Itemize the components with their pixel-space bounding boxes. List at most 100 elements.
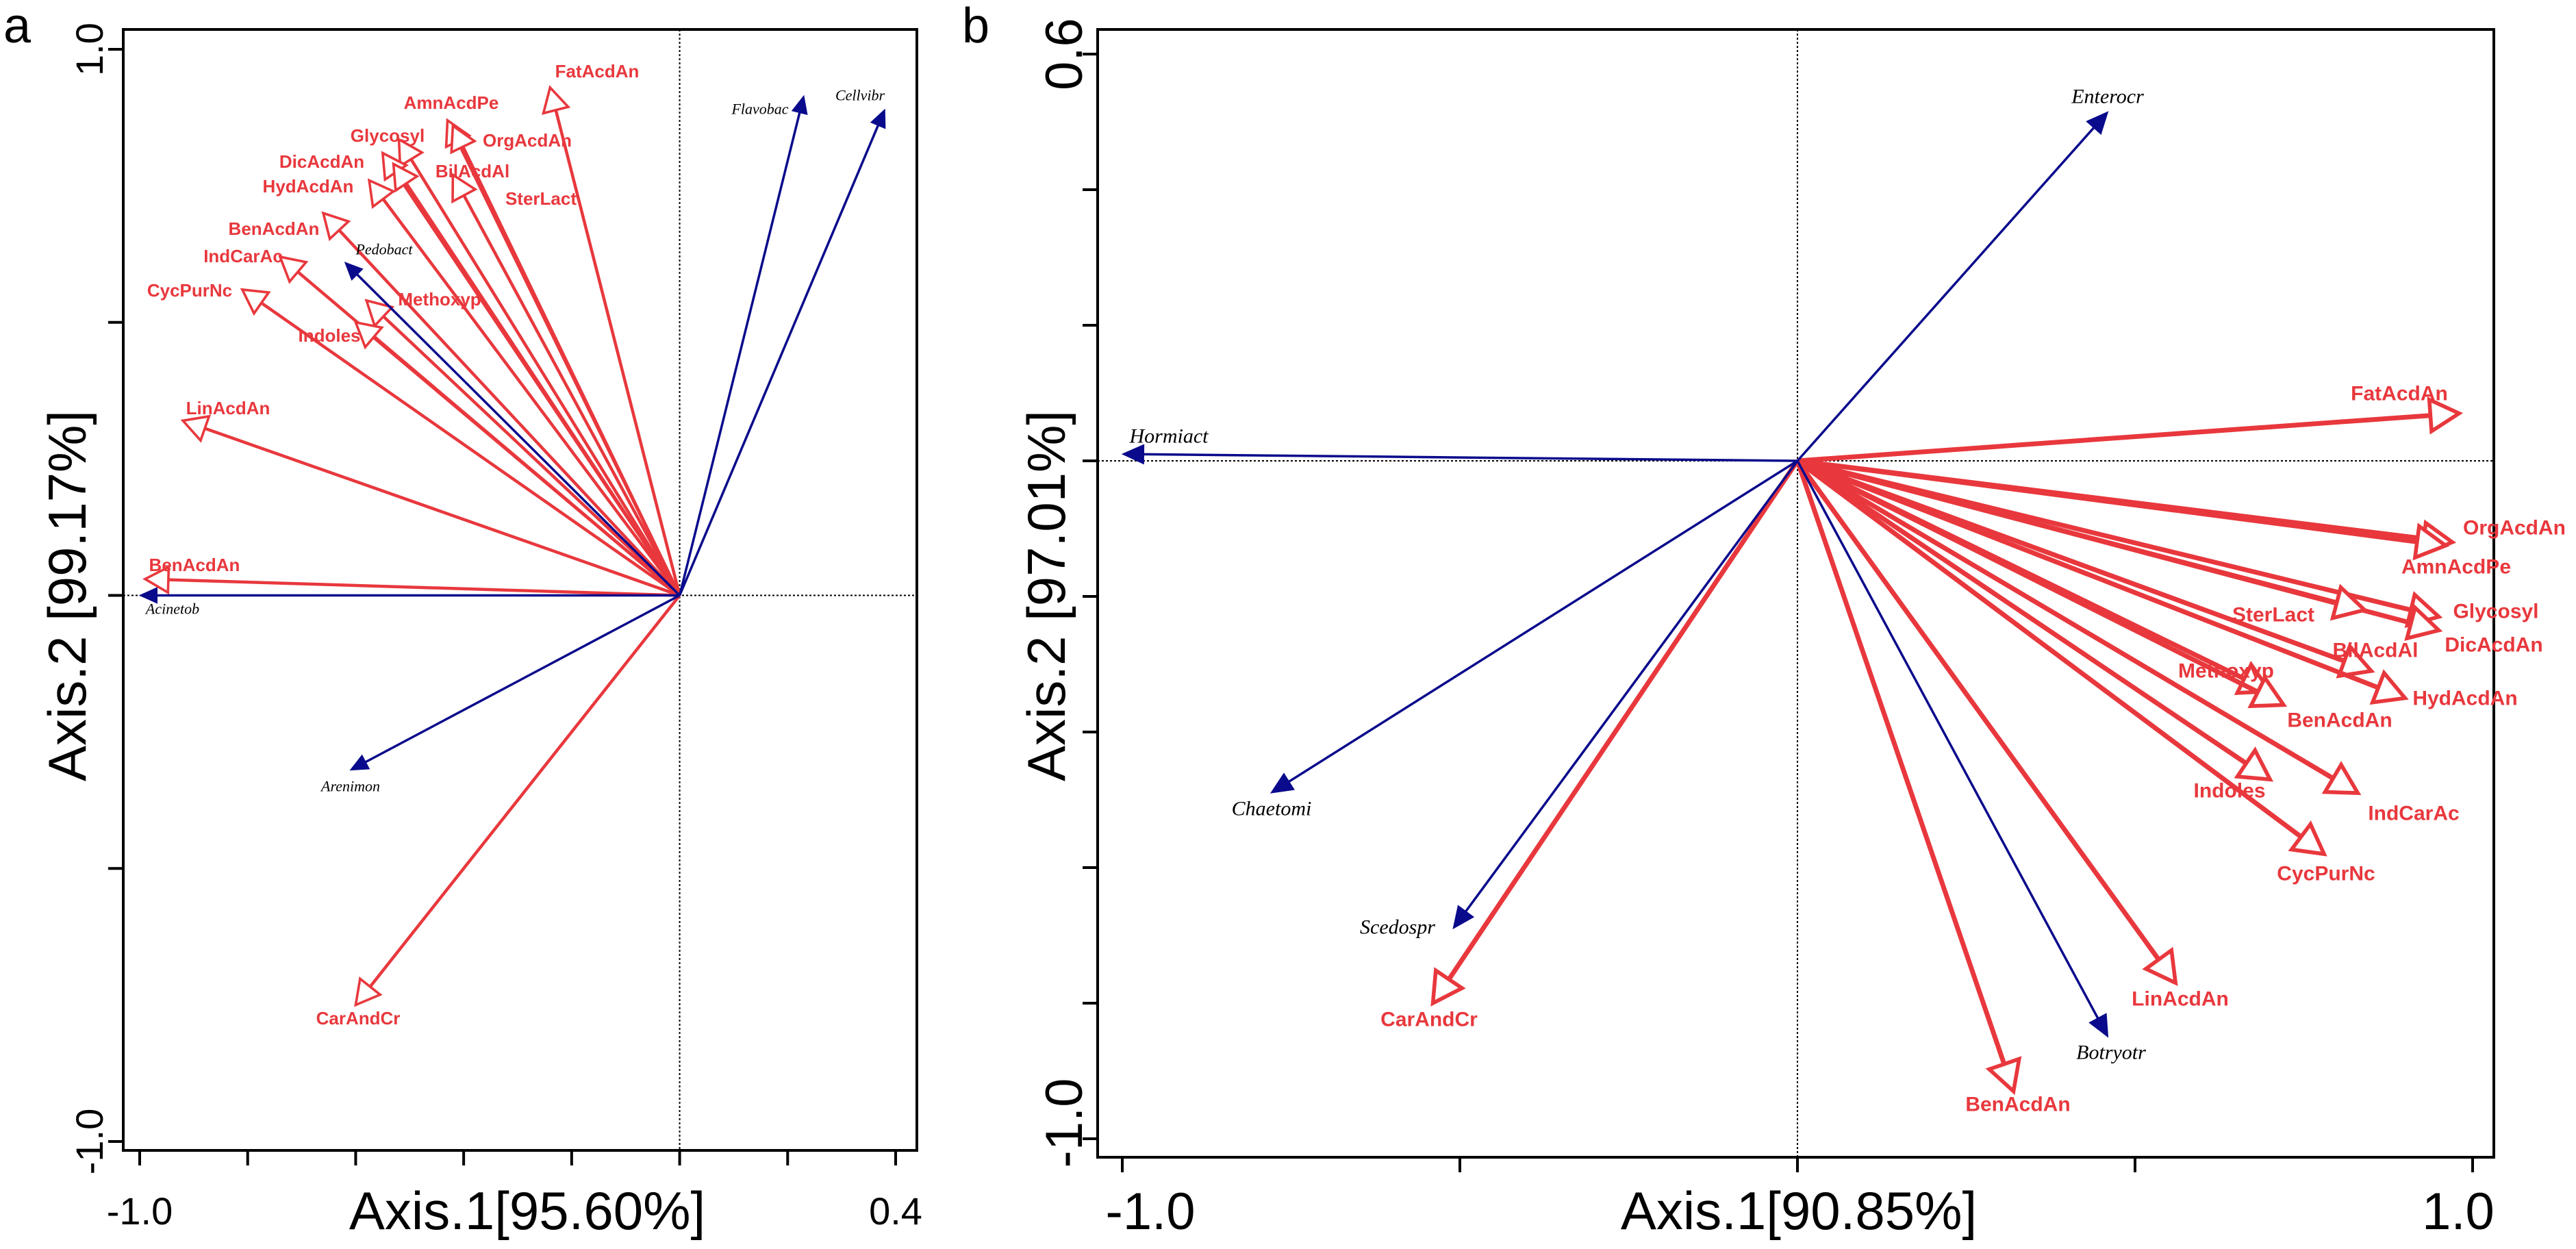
vector-label: FatAcdAn [555,61,640,81]
vector-label: HydAcdAn [263,176,354,197]
vector-label: Cellvibr [835,87,885,104]
taxon-vector-scedospr: Scedospr [1360,459,1799,939]
vector-label: Pedobact [355,241,413,258]
vector-label: Acinetob [144,601,199,618]
arrowhead [353,320,384,350]
env-vector-linacdan: LinAcdAn [180,398,681,597]
taxon-vector-chaetomi: Chaetomi [1232,459,1798,820]
arrowhead [2142,946,2178,987]
taxon-vector-flavobac: Flavobac [678,94,808,596]
vector-line [356,273,681,596]
taxon-vector-hormiact: Hormiact [1121,425,1798,465]
vector-line [365,594,681,764]
vector-line [678,112,801,596]
arrowhead [354,976,383,1007]
vector-label: Glycosyl [2453,601,2538,623]
taxon-vector-enterocr: Enterocr [1796,86,2144,462]
vector-label: CycPurNc [147,280,232,301]
arrowhead [392,162,420,193]
arrowhead [1430,967,1466,1007]
vector-line [1796,458,2259,694]
vector-line [1796,458,2335,781]
env-vector-sterlact: SterLact [451,173,681,596]
vector-label: BenAcdAn [1965,1094,2070,1116]
vector-line [1796,458,2379,690]
vector-label: CycPurNc [2277,863,2375,885]
env-vector-methoxyp: Methoxyp [364,289,681,597]
env-vector-linacdan: LinAcdAn [1795,459,2229,1011]
vector-line [1447,459,1800,981]
vector-label: LinAcdAn [2132,988,2229,1011]
arrowhead [1121,444,1145,465]
vector-line [338,229,681,597]
vector-line [1795,459,2303,839]
arrowhead [180,414,212,443]
taxon-vector-acinetob: Acinetob [138,587,680,618]
y-tick-label: -1.0 [68,1109,111,1175]
env-vector-benacdan: BenAcdAn [1796,458,2392,732]
vector-line [1288,459,1798,783]
vector-line [1796,459,2248,766]
arrowhead [2404,604,2443,641]
env-vector-benacdan: BenAcdAn [229,211,681,597]
env-vector-carandcr: CarAndCr [1380,459,1800,1031]
y-tick-label: 1.0 [68,23,111,76]
vector-label: CarAndCr [316,1008,401,1029]
vector-label: IndCarAc [2368,803,2459,825]
vector-line [462,194,681,596]
arrowhead [1452,905,1475,930]
vector-label: Flavobac [731,101,788,118]
env-vector-glycosyl: Glycosyl [351,125,681,596]
vector-line [1797,413,2431,464]
arrowhead [450,123,477,155]
arrowhead [278,255,309,284]
arrowhead [1270,772,1295,794]
x-tick-label: -1.0 [107,1189,173,1233]
env-vector-fatacdan: FatAcdAn [1797,383,2464,464]
vector-label: DicAcdAn [279,151,364,172]
arrowhead [451,173,478,204]
arrowhead [397,137,425,168]
vector-label: BenAcdAn [2287,709,2392,732]
taxon-vector-pedobact: Pedobact [344,241,681,596]
vector-label: BilAcdAl [2332,640,2418,662]
arrowhead [542,85,571,115]
vector-line [1796,460,2099,1019]
arrowhead [349,754,370,771]
env-vector-orgacdan: OrgAcdAn [450,123,681,596]
arrowhead [2412,522,2450,561]
env-vector-hydacdan: HydAcdAn [263,176,681,596]
arrowhead [138,587,157,604]
arrowhead [870,108,886,129]
env-vector-hydacdan: HydAcdAn [1796,458,2518,710]
x-axis-title: Axis.1[95.60%] [349,1181,705,1241]
arrowhead [2321,761,2362,796]
vector-label: FatAcdAn [2351,383,2448,405]
vector-line [405,182,681,596]
vector-line [260,301,681,597]
arrowhead [791,94,808,115]
arrowhead [240,288,271,316]
vector-line [204,427,681,597]
arrowhead [2427,396,2464,435]
vector-label: SterLact [2232,604,2314,627]
vector-line [368,594,681,988]
env-vector-benacdan: BenAcdAn [142,555,680,597]
vector-line [1144,453,1798,462]
vector-label: IndCarAc [203,246,283,266]
arrowhead [2329,583,2369,621]
vector-line [168,578,680,597]
env-vector-benacdan: BenAcdAn [1795,459,2071,1116]
env-vector-cycpurnc: CycPurNc [1795,459,2375,885]
vector-label: BenAcdAn [229,218,320,239]
env-vector-carandcr: CarAndCr [316,594,681,1029]
panel-b: b Axis.1[90.85%] Axis.2 [97.01%] -1.0 1.… [962,0,2566,1241]
env-vector-bilacdal: BilAcdAl [392,161,681,596]
vector-line [1797,458,2338,605]
env-vector-indcarac: IndCarAc [1796,458,2460,825]
vector-line [462,146,681,596]
arrowhead [2369,669,2409,705]
vector-line [1795,459,2007,1065]
vector-label: Enterocr [2071,86,2144,108]
vector-label: DicAcdAn [2445,634,2542,657]
